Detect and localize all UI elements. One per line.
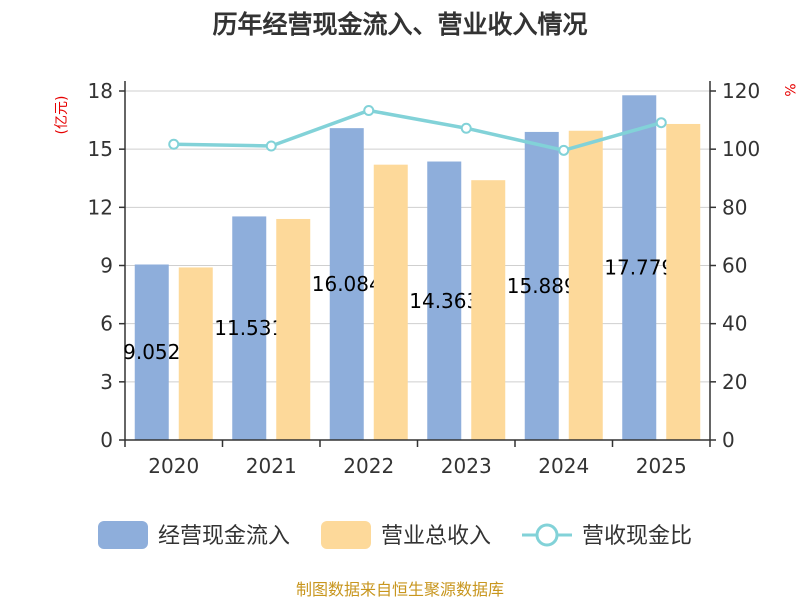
bar-revenue: [178, 267, 213, 440]
bar-cash-inflow: [134, 264, 169, 440]
left-axis-tick-label: 18: [88, 79, 113, 103]
right-axis-unit: %: [781, 83, 797, 96]
bar-cash-inflow: [524, 131, 559, 441]
right-axis-tick-label: 100: [722, 137, 760, 161]
axes-group: 0 3 6 9 12 15 18 0 20 40 60 80 100 120 2020 2021 2022 202…: [88, 79, 761, 478]
ratio-point: [460, 122, 472, 134]
right-axis-tick-label: 80: [722, 195, 747, 219]
bars-group: [134, 95, 701, 441]
grid-lines: [125, 90, 710, 383]
right-axis-tick-label: 120: [722, 79, 760, 103]
left-axis-tick-label: 12: [88, 195, 113, 219]
ratio-point: [168, 138, 180, 150]
bar-data-label: 9.052: [123, 340, 180, 364]
bar-revenue: [666, 123, 701, 440]
bar-data-label: 11.531: [214, 316, 284, 340]
right-axis-tick-label: 0: [722, 428, 735, 452]
ratio-point: [363, 104, 375, 116]
legend-swatch-cash-inflow: [98, 521, 148, 549]
ratio-point: [265, 140, 277, 152]
bar-data-label: 15.889: [507, 274, 577, 298]
legend-label-ratio: 营收现金比: [582, 524, 692, 549]
ratio-point: [558, 144, 570, 156]
legend-marker-ratio: [535, 523, 559, 547]
right-axis-tick-label: 60: [722, 254, 747, 278]
bar-revenue: [471, 180, 506, 440]
ratio-line: [173, 108, 662, 153]
x-axis-tick-label: 2023: [441, 454, 492, 478]
bar-revenue: [276, 218, 311, 440]
x-axis-tick-label: 2021: [246, 454, 297, 478]
left-axis-tick-label: 3: [100, 370, 113, 394]
bar-revenue: [568, 130, 603, 440]
right-axis-tick-label: 40: [722, 312, 747, 336]
bar-cash-inflow: [622, 95, 657, 440]
bar-cash-inflow: [329, 128, 364, 440]
legend: 经营现金流入 营业总收入 营收现金比: [98, 521, 692, 549]
left-axis-unit: (亿元): [54, 96, 70, 135]
x-axis-tick-label: 2024: [538, 454, 589, 478]
bar-data-label: 16.084: [312, 272, 382, 296]
x-axis-tick-label: 2020: [148, 454, 199, 478]
chart-title: 历年经营现金流入、营业收入情况: [212, 10, 587, 39]
bar-data-label: 17.779: [604, 256, 674, 280]
left-axis-tick-label: 0: [100, 428, 113, 452]
source-note: 制图数据来自恒生聚源数据库: [296, 580, 504, 599]
bar-data-label: 14.363: [409, 289, 479, 313]
legend-label-revenue: 营业总收入: [381, 524, 491, 549]
x-axis-tick-label: 2022: [343, 454, 394, 478]
left-axis-tick-label: 15: [88, 137, 113, 161]
ratio-point: [655, 117, 667, 129]
bar-cash-inflow: [232, 216, 267, 440]
left-axis-tick-label: 6: [100, 312, 113, 336]
x-axis-tick-label: 2025: [636, 454, 687, 478]
legend-swatch-revenue: [321, 521, 371, 549]
legend-label-cash-inflow: 经营现金流入: [158, 524, 290, 549]
bar-cash-inflow: [427, 161, 462, 440]
ratio-line-group: [168, 104, 667, 156]
left-axis-tick-label: 9: [100, 254, 113, 278]
bar-labels-group: 9.052 11.531 16.084 14.363 15.889 17.779: [123, 256, 674, 365]
bar-revenue: [373, 164, 408, 440]
right-axis-tick-label: 20: [722, 370, 747, 394]
